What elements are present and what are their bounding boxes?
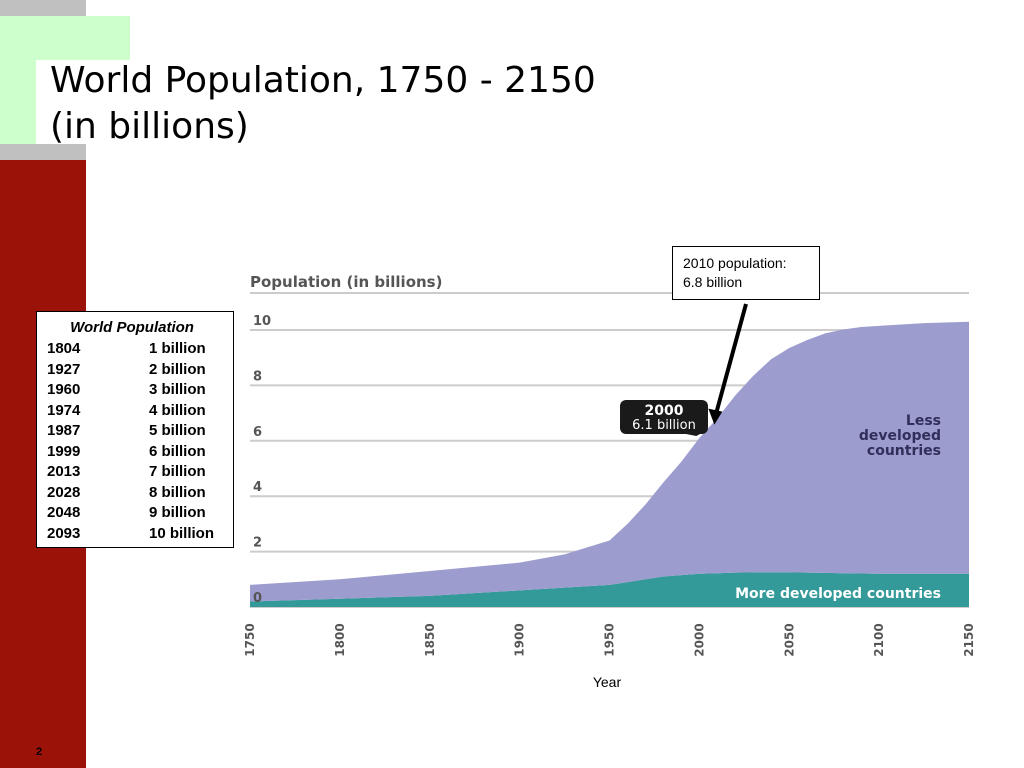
table-year-1999: 1999 — [47, 442, 81, 460]
table-population-1960: 3 billion — [149, 381, 206, 398]
mid-gray-block — [0, 144, 86, 160]
x-tick-1900: 1900 — [513, 623, 527, 656]
callout-2010-population: 2010 population: 6.8 billion — [672, 246, 820, 300]
y-tick-10: 10 — [253, 314, 271, 329]
annotation-2000-box — [620, 400, 708, 434]
annotation-2000-pointer — [686, 434, 700, 437]
x-tick-1850: 1850 — [423, 623, 437, 656]
x-tick-2100: 2100 — [872, 623, 886, 656]
callout-arrow-line — [714, 303, 748, 414]
title-white-panel — [36, 60, 132, 144]
x-tick-2050: 2050 — [782, 623, 796, 656]
top-gray-block — [0, 0, 86, 16]
page-number: 2 — [36, 746, 43, 758]
x-tick-labels: 1750 1800 1850 1900 1950 2000 2050 2100 2150 — [243, 623, 976, 656]
table-year-2013: 2013 — [47, 463, 81, 480]
callout-line1: 2010 population: — [683, 255, 787, 271]
area-more-developed — [250, 572, 969, 607]
table-year-1974: 1974 — [47, 401, 81, 419]
x-tick-1800: 1800 — [333, 623, 347, 656]
y-tick-labels: 0 2 4 6 8 10 — [253, 314, 271, 606]
callout-line2: 6.8 billion — [683, 274, 743, 290]
area-series — [250, 321, 969, 607]
table-year-1804: 1804 — [47, 340, 81, 357]
table-year-1987: 1987 — [47, 422, 81, 439]
slide-title-line2: (in billions) — [50, 106, 249, 147]
table-population-2013: 7 billion — [149, 463, 206, 480]
table-population-2048: 9 billion — [149, 504, 206, 521]
x-tick-2000: 2000 — [692, 623, 706, 656]
series-labels: More developed countries Lessdevelopedcou… — [735, 413, 941, 602]
label-less-developed-line1: Less — [906, 413, 941, 429]
label-more-developed: More developed countries — [735, 586, 941, 602]
callout-arrow-head — [708, 408, 723, 425]
y-tick-2: 2 — [253, 536, 262, 551]
label-less-developed-line2: developed — [859, 428, 941, 444]
table-population-1927: 2 billion — [149, 360, 206, 378]
annotation-2000-year: 2000 — [645, 403, 684, 419]
x-axis-label: Year — [593, 674, 622, 690]
area-less-developed — [250, 321, 969, 602]
table-population-1974: 4 billion — [149, 401, 206, 419]
x-tick-1950: 1950 — [603, 623, 617, 656]
table-population-1804: 1 billion — [149, 340, 206, 357]
slide-title-line1: World Population, 1750 - 2150 — [50, 60, 596, 101]
table-header: World Population — [70, 319, 194, 336]
slide-title: World Population, 1750 - 2150 (in billio… — [50, 58, 596, 150]
table-year-1960: 1960 — [47, 381, 81, 398]
x-tick-1750: 1750 — [243, 623, 257, 656]
label-less-developed-line3: countries — [867, 443, 941, 459]
table-population-1987: 5 billion — [149, 422, 206, 439]
y-tick-8: 8 — [253, 369, 262, 384]
x-tick-2150: 2150 — [962, 623, 976, 656]
table-year-2048: 2048 — [47, 504, 81, 521]
table-year-2028: 2028 — [47, 483, 81, 501]
table-population-1999: 6 billion — [149, 442, 206, 460]
y-tick-4: 4 — [253, 480, 262, 495]
chart-title: Population (in billions) — [250, 273, 442, 291]
world-population-table: World Population 1804 1 billion 1927 2 bill… — [36, 311, 234, 548]
table-population-2093: 10 billion — [149, 524, 215, 542]
annotation-2000-value: 6.1 billion — [632, 418, 696, 433]
y-tick-6: 6 — [253, 425, 262, 440]
table-year-2093: 2093 — [47, 524, 81, 542]
table-year-1927: 1927 — [47, 360, 81, 378]
table-population-2028: 8 billion — [149, 483, 206, 501]
y-tick-0: 0 — [253, 591, 262, 606]
